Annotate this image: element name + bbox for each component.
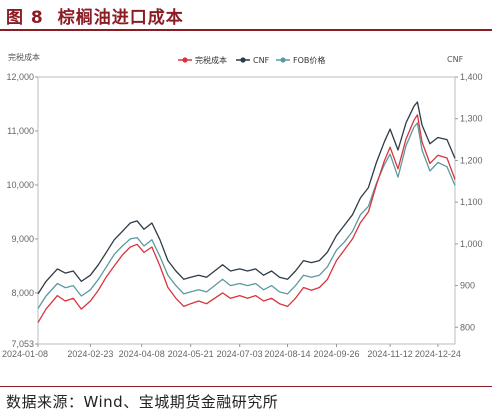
x-tick-label: 2024-01-08 xyxy=(2,349,48,359)
legend-label-2: FOB价格 xyxy=(293,55,325,65)
x-tick-label: 2024-02-23 xyxy=(67,349,113,359)
right-tick-label: 800 xyxy=(460,322,475,332)
legend-marker-0 xyxy=(182,57,188,63)
title-rule xyxy=(0,29,492,31)
legend-label-0: 完税成本 xyxy=(195,55,227,65)
legend-marker-2 xyxy=(280,57,286,63)
axes-group: 12,000 11,000 10,000 9,000 8,000 7,053 1,400 1,… xyxy=(2,72,483,359)
plot-frame xyxy=(37,76,456,345)
right-tick-label: 1,000 xyxy=(460,239,483,249)
legend: 完税成本 CNF FOB价格 xyxy=(178,55,325,65)
x-tick-label: 2024-05-21 xyxy=(168,349,214,359)
series-line-2 xyxy=(37,122,456,309)
right-tick-label: 1,300 xyxy=(460,114,483,124)
series-line-1 xyxy=(37,101,456,295)
x-tick-label: 2024-04-08 xyxy=(119,349,165,359)
x-tick-label: 2024-11-12 xyxy=(367,349,412,359)
left-tick-label: 11,000 xyxy=(7,126,34,136)
right-tick-label: 1,100 xyxy=(460,197,483,207)
left-axis-unit: 完税成本 xyxy=(8,52,40,62)
figure-title-text: 棕榈油进口成本 xyxy=(57,8,184,28)
x-tick-label: 2024-09-26 xyxy=(313,349,359,359)
left-tick-label: 8,000 xyxy=(11,288,34,298)
line-chart: 完税成本 CNF 12,000 11,000 10,000 9,000 8,000 7,0… xyxy=(2,52,483,359)
legend-label-1: CNF xyxy=(253,56,270,65)
left-tick-label: 10,000 xyxy=(6,180,34,190)
left-tick-label: 7,053 xyxy=(11,339,34,349)
right-axis-unit: CNF xyxy=(447,55,464,64)
source-rule xyxy=(0,386,492,387)
right-tick-label: 1,400 xyxy=(460,72,483,82)
figure-number: 图 8 xyxy=(6,8,44,28)
figure-title: 图 8 棕榈油进口成本 xyxy=(6,3,184,28)
series-line-0 xyxy=(37,114,456,323)
right-tick-label: 900 xyxy=(460,281,475,291)
x-tick-label: 2024-08-14 xyxy=(264,349,310,359)
source-note: 数据来源：Wind、宝城期货金融研究所 xyxy=(6,393,279,411)
x-tick-label: 2024-07-03 xyxy=(217,349,263,359)
right-tick-label: 1,200 xyxy=(460,155,483,165)
series-layer xyxy=(37,101,456,323)
left-tick-label: 9,000 xyxy=(11,234,34,244)
x-tick-label: 2024-12-24 xyxy=(415,349,461,359)
left-tick-label: 12,000 xyxy=(6,72,34,82)
legend-marker-1 xyxy=(240,57,246,63)
